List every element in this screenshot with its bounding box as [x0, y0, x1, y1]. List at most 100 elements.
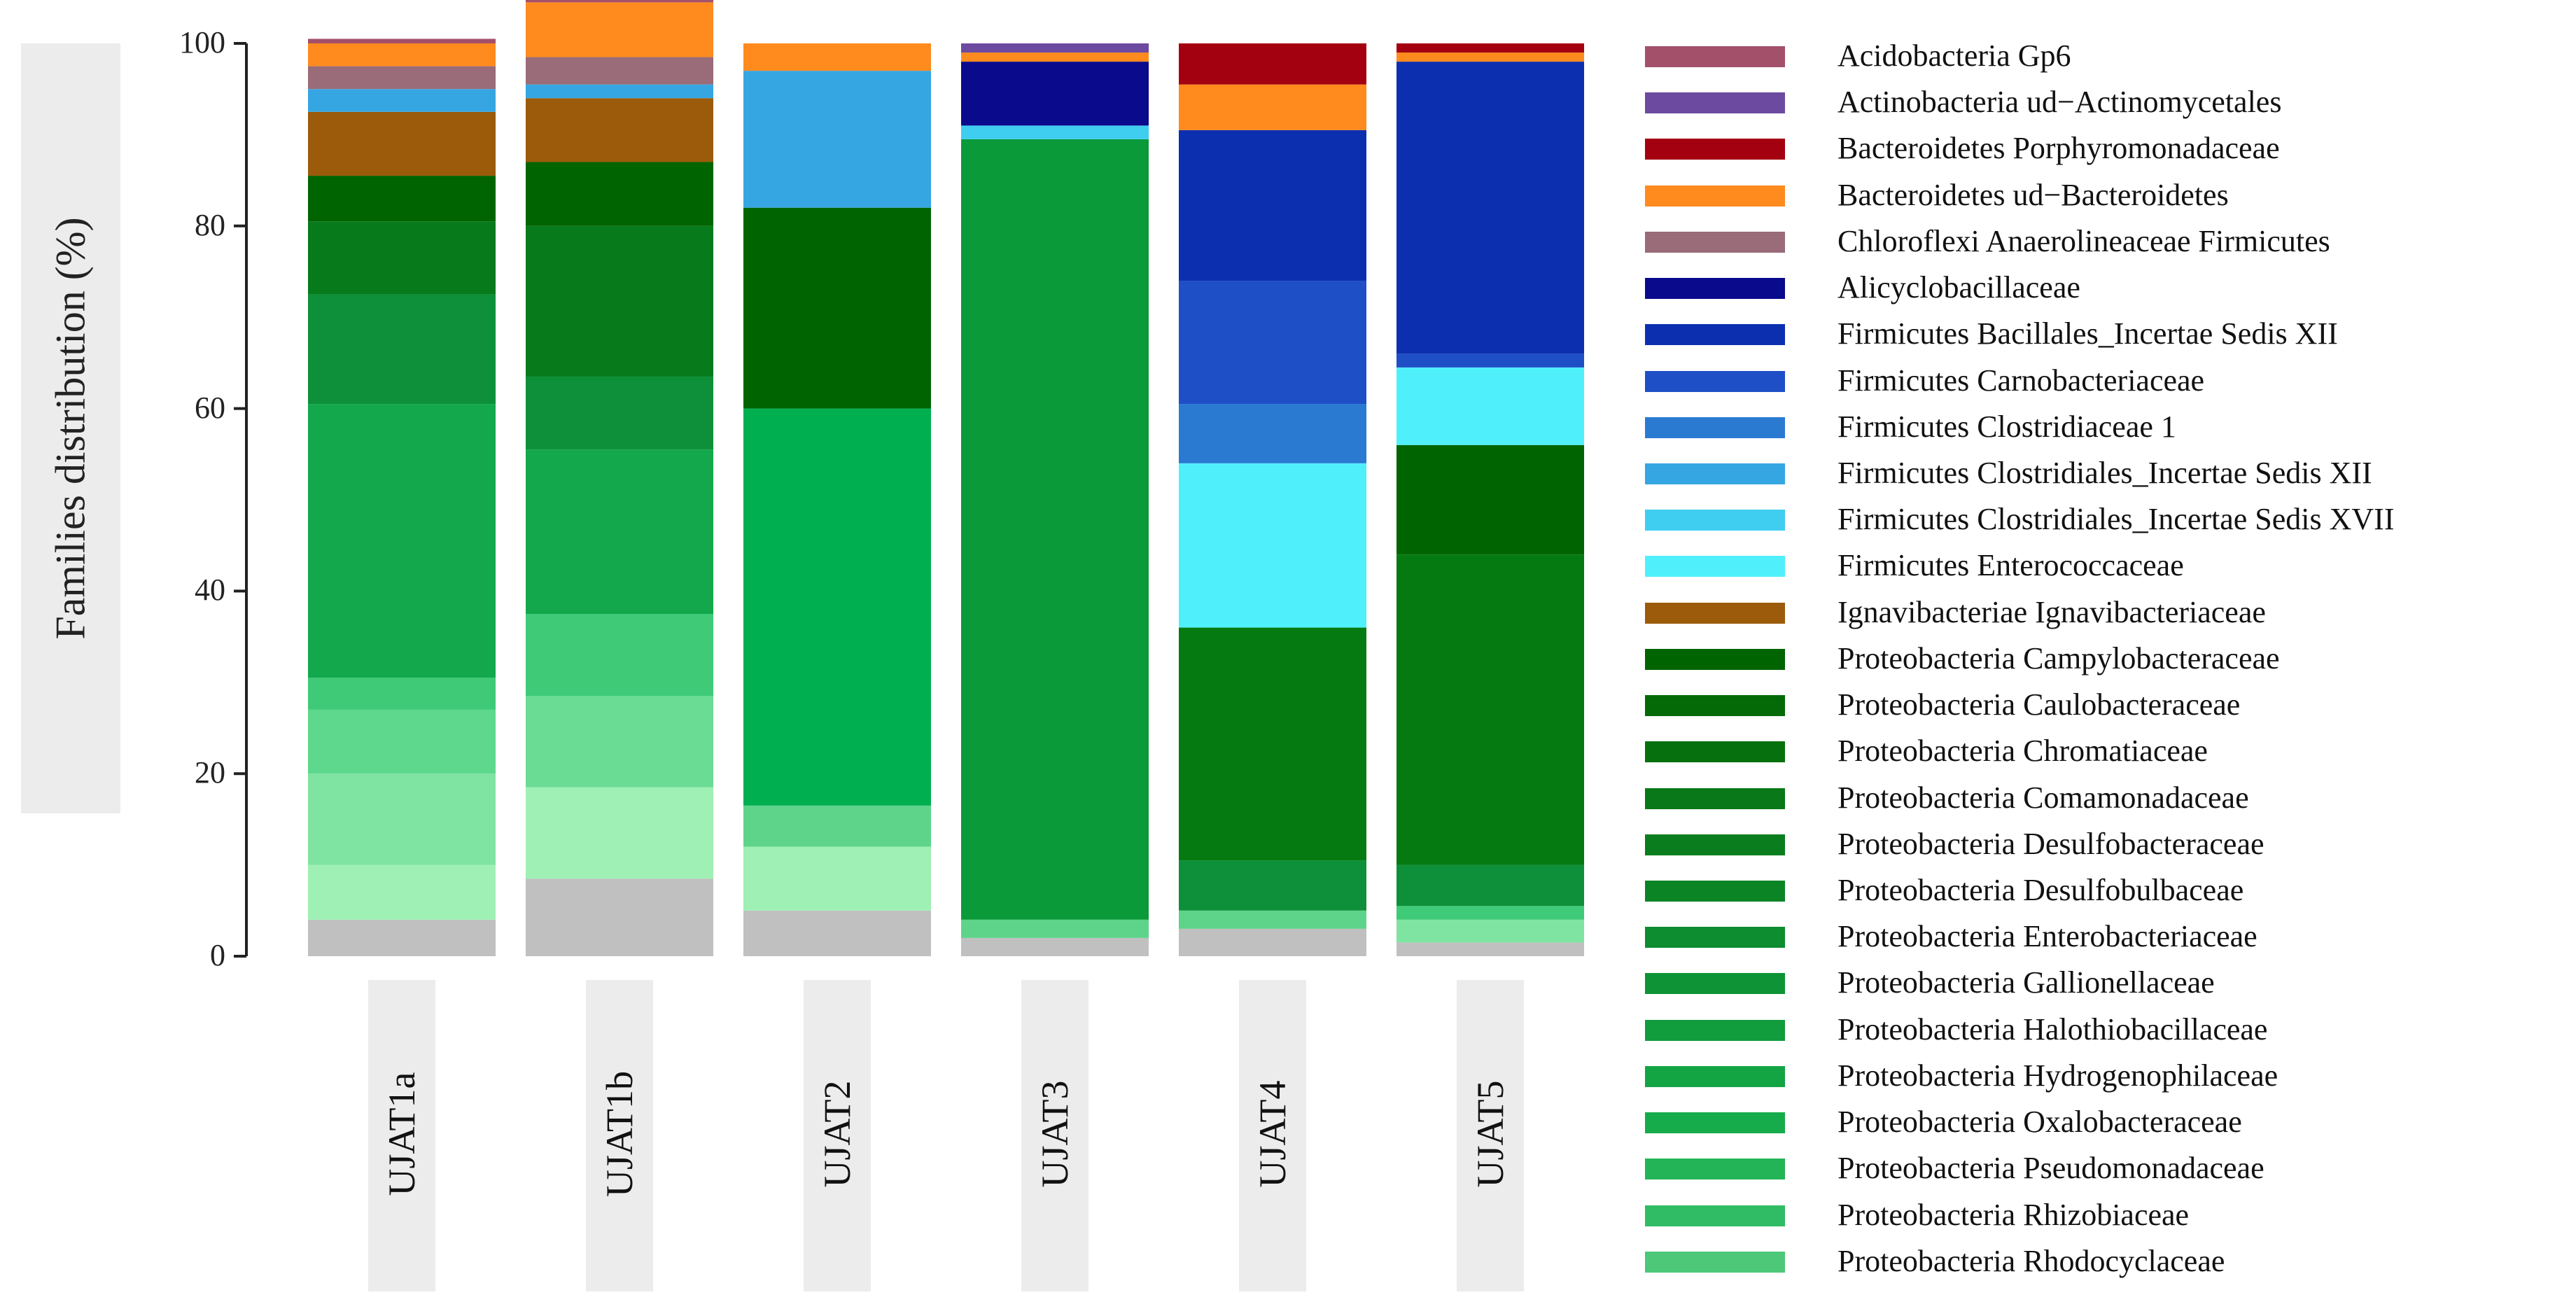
bar-segment: UJAT1b: Chloroflexi Anaerolineaceae Firm… [526, 57, 713, 85]
legend-item: Proteobacteria Campylobacteraceae [1645, 636, 2569, 681]
y-tick-label: 60 [195, 390, 225, 425]
bar-segment: UJAT4: Unclassified 3% [1179, 928, 1366, 956]
legend-label: Proteobacteria Desulfobacteraceae [1837, 826, 2264, 861]
bar-segment: UJAT1b: Proteobacteria Campylobacteracea… [526, 162, 713, 226]
legend-item: Proteobacteria Enterobacteriaceae [1645, 914, 2569, 959]
x-tick-label-box: UJAT4 [1239, 980, 1306, 1292]
x-tick-label-box: UJAT1b [586, 980, 653, 1292]
bar-segment: UJAT2: Proteobacteria Campylobacteraceae… [743, 207, 931, 409]
legend-item: Proteobacteria Oxalobacteraceae [1645, 1100, 2569, 1144]
legend-item: Firmicutes Enterococcaceae [1645, 543, 2569, 588]
legend-swatch [1645, 881, 1785, 902]
bar-segment: UJAT3: Actinobacteria ud−Actinomycetales… [961, 43, 1149, 53]
legend-swatch [1645, 1019, 1785, 1041]
bar-segment: UJAT1b: Proteobacteria Oxalobacteraceae … [526, 449, 713, 614]
bar-segment: UJAT4: Firmicutes Bacillales_Incertae Se… [1179, 130, 1366, 281]
bar-segment: UJAT4: Proteobacteria Gallionellaceae 5.… [1179, 860, 1366, 911]
bar-segment: UJAT1a: Acidobacteria Gp6 0.5% [308, 38, 496, 43]
legend-label: Firmicutes Carnobacteriaceae [1837, 363, 2205, 398]
bar-segment: UJAT5: Proteobacteria Gallionellaceae 4.… [1396, 864, 1584, 906]
legend-label: Proteobacteria Pseudomonadaceae [1837, 1151, 2264, 1186]
y-tick-label: 20 [195, 755, 225, 790]
legend-swatch [1645, 1112, 1785, 1134]
x-tick-label: UJAT2 [816, 1080, 858, 1188]
legend-label: Ignavibacteriae Ignavibacteriaceae [1837, 594, 2266, 629]
bar-segment: UJAT2: Proteobacteria Oxalobacteraceae 4… [743, 408, 931, 806]
legend-swatch [1645, 695, 1785, 717]
legend-label: Alicyclobacillaceae [1837, 270, 2080, 305]
bar-segment: UJAT1a: Proteobacteria Rhizobiaceae 3.5% [308, 678, 496, 710]
bar-segment: UJAT1b: Proteobacteria Rhodocyclaceae 10… [526, 696, 713, 788]
y-axis-label-box [21, 43, 120, 813]
legend-swatch [1645, 741, 1785, 763]
legend-item: Acidobacteria Gp6 [1645, 34, 2569, 78]
bar-segment: UJAT5: Firmicutes Bacillales_Incertae Se… [1396, 62, 1584, 354]
y-tick-label: 40 [195, 573, 225, 608]
x-tick-label: UJAT4 [1252, 1080, 1294, 1188]
legend-label: Bacteroidetes Porphyromonadaceae [1837, 131, 2280, 166]
legend-item: Ignavibacteriae Ignavibacteriaceae [1645, 590, 2569, 635]
y-tick-label: 100 [179, 25, 225, 59]
x-tick-label-box: UJAT1a [368, 980, 435, 1292]
legend-label: Firmicutes Clostridiaceae 1 [1837, 409, 2176, 444]
legend-label: Proteobacteria Enterobacteriaceae [1837, 919, 2258, 954]
legend-label: Proteobacteria Chromatiaceae [1837, 734, 2208, 769]
bar-segment: UJAT1b: Bacteroidetes ud−Bacteroidetes 6… [526, 2, 713, 57]
legend-swatch [1645, 370, 1785, 392]
legend-item: Proteobacteria Rhodocyclaceae [1645, 1239, 2569, 1284]
legend-label: Proteobacteria Caulobacteraceae [1837, 687, 2241, 722]
bar-segment: UJAT1b: Light green group 10% [526, 787, 713, 879]
legend-label: Proteobacteria Hydrogenophilaceae [1837, 1058, 2278, 1093]
legend-label: Proteobacteria Gallionellaceae [1837, 965, 2215, 1000]
legend-swatch [1645, 788, 1785, 809]
x-tick-label: UJAT1b [598, 1070, 640, 1198]
legend-item: Proteobacteria Desulfobulbaceae [1645, 868, 2569, 913]
bar-segment: UJAT1a: Proteobacteria Oxalobacteraceae … [308, 404, 496, 678]
bar-segment: UJAT4: Bacteroidetes Porphyromonadaceae … [1179, 43, 1366, 85]
bar-segment: UJAT2: Unclassified 5% [743, 910, 931, 956]
bar-segment: UJAT1a: Firmicutes Clostridiales_Incerta… [308, 89, 496, 112]
bar-segment: UJAT1a: Bacteroidetes ud−Bacteroidetes 2… [308, 43, 496, 66]
legend-item: Proteobacteria Desulfobacteraceae [1645, 822, 2569, 867]
x-tick-label-box: UJAT3 [1021, 980, 1088, 1292]
legend-swatch [1645, 1065, 1785, 1087]
legend-item: Firmicutes Clostridiaceae 1 [1645, 405, 2569, 449]
legend-swatch [1645, 463, 1785, 484]
bar-segment: UJAT3: Proteobacteria Rhizobiaceae 2% [961, 919, 1149, 938]
legend-item: Firmicutes Carnobacteriaceae [1645, 358, 2569, 403]
bar-segment: UJAT3: Proteobacteria Gallionellaceae 85… [961, 139, 1149, 920]
legend-item: Bacteroidetes ud−Bacteroidetes [1645, 173, 2569, 218]
legend-label: Proteobacteria Comamonadaceae [1837, 780, 2249, 815]
bar-segment: UJAT1a: Light green group 6% [308, 864, 496, 920]
bar-segment: UJAT1a: Proteobacteria Campylobacteracea… [308, 176, 496, 222]
bar-segment: UJAT4: Proteobacteria Rhizobiaceae 2% [1179, 910, 1366, 929]
legend-swatch [1645, 416, 1785, 438]
bar-segment: UJAT1b: Acidobacteria Gp6 1% [526, 0, 713, 3]
legend-item: Chloroflexi Anaerolineaceae Firmicutes [1645, 219, 2569, 264]
legend-swatch [1645, 46, 1785, 67]
legend-label: Acidobacteria Gp6 [1837, 38, 2071, 73]
bar-segment: UJAT1b: Proteobacteria Rhizobiaceae 9% [526, 614, 713, 696]
bar-segment: UJAT4: Firmicutes Enterococcaceae 18% [1179, 463, 1366, 628]
legend-swatch [1645, 278, 1785, 300]
legend-swatch [1645, 648, 1785, 670]
legend-label: Proteobacteria Rhodocyclaceae [1837, 1243, 2225, 1278]
bar-segment: UJAT3: Firmicutes Clostridiales_Incertae… [961, 125, 1149, 139]
legend-label: Bacteroidetes ud−Bacteroidetes [1837, 177, 2229, 212]
y-tick-label: 80 [195, 207, 225, 242]
legend-label: Proteobacteria Desulfobulbaceae [1837, 873, 2244, 907]
bar-segment: UJAT2: Firmicutes Clostridiales_Incertae… [743, 71, 931, 208]
legend-item: Proteobacteria Comamonadaceae [1645, 776, 2569, 820]
bar-segment: UJAT5: Firmicutes Enterococcaceae 8.5% [1396, 367, 1584, 445]
legend-swatch [1645, 602, 1785, 624]
legend-item: Bacteroidetes Porphyromonadaceae [1645, 126, 2569, 171]
bar-segment: UJAT1b: Ignavibacteriae Ignavibacteriace… [526, 98, 713, 162]
legend-label: Actinobacteria ud−Actinomycetales [1837, 85, 2282, 120]
legend-swatch [1645, 556, 1785, 578]
legend-label: Firmicutes Bacillales_Incertae Sedis XII [1837, 316, 2338, 351]
legend: Acidobacteria Gp6 Actinobacteria ud−Actin… [1645, 34, 2569, 1308]
bar-segment: UJAT2: Proteobacteria Rhizobiaceae 4.5% [743, 805, 931, 847]
bar-segment: UJAT1a: Proteobacteria Comamonadaceae 8% [308, 221, 496, 295]
